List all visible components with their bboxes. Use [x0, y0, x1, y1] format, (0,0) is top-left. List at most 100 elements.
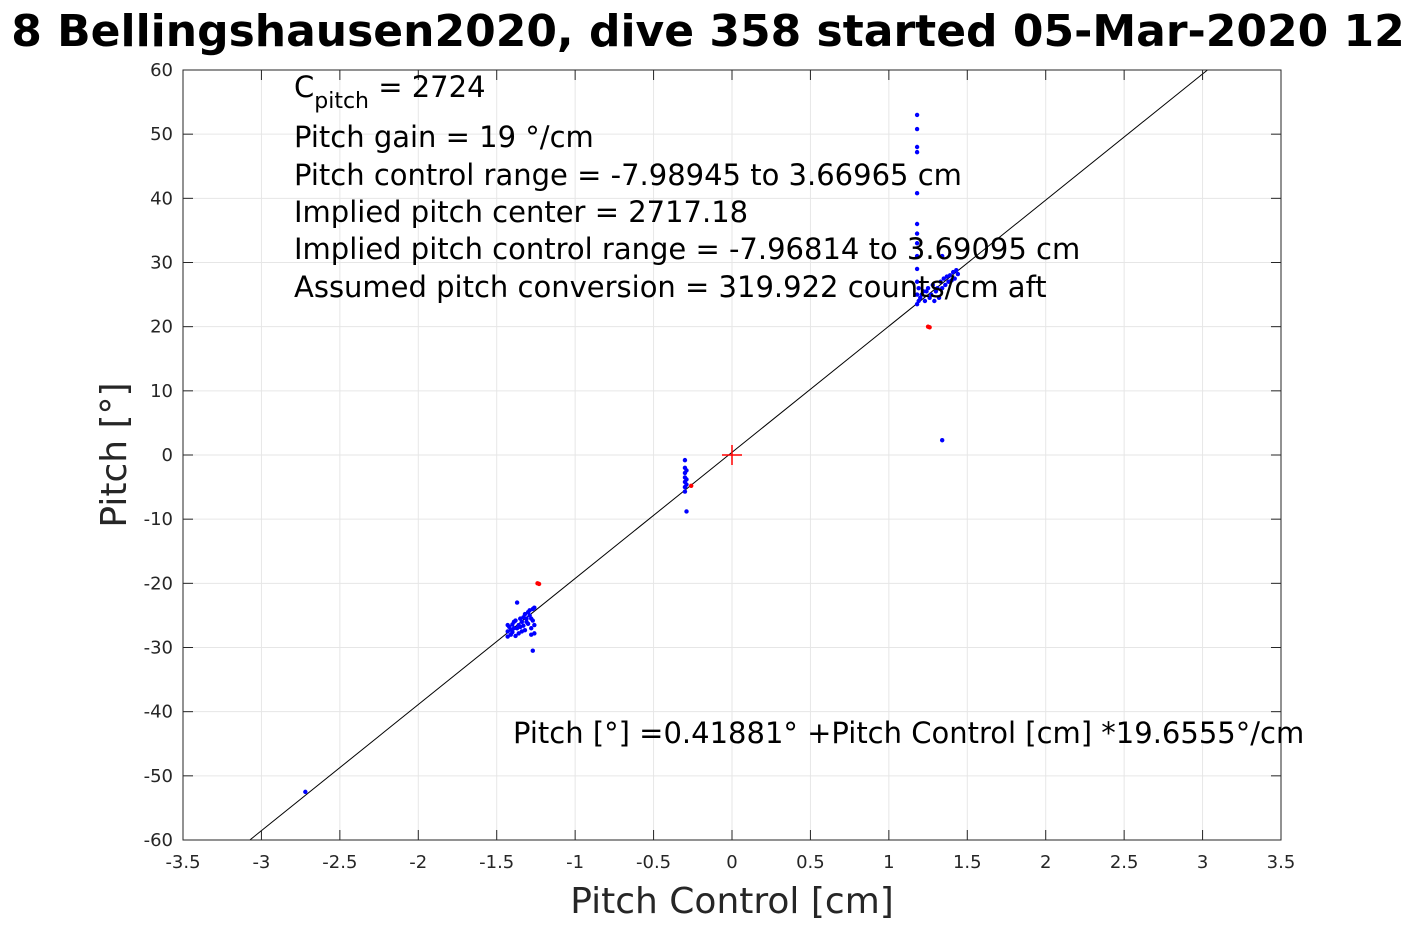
- data-point-blue: [532, 605, 537, 610]
- data-point-blue: [514, 600, 520, 605]
- data-point-blue: [682, 457, 688, 463]
- data-point-blue: [914, 253, 920, 259]
- data-point-blue: [524, 616, 529, 621]
- x-tick-label: -2: [409, 852, 427, 873]
- data-point-blue: [929, 292, 934, 297]
- data-point-blue: [684, 482, 689, 487]
- data-point-blue: [954, 268, 959, 273]
- data-point-blue: [943, 282, 948, 288]
- data-point-blue: [914, 126, 920, 132]
- data-point-blue: [525, 621, 531, 626]
- data-point-blue: [521, 623, 526, 628]
- c-pitch-subscript: pitch: [314, 89, 369, 114]
- data-point-blue: [532, 622, 537, 628]
- data-point-blue: [530, 618, 535, 623]
- data-point-blue: [936, 295, 942, 300]
- data-point-blue: [684, 468, 689, 473]
- data-point-blue: [947, 273, 953, 278]
- implied-pitch-center-annotation: Implied pitch center = 2717.18: [294, 195, 748, 229]
- x-tick-label: -1.5: [479, 852, 514, 873]
- y-axis-label: Pitch [°]: [94, 382, 135, 527]
- pitch-gain-annotation: Pitch gain = 19 °/cm: [294, 120, 594, 154]
- data-point-blue: [914, 231, 920, 236]
- data-point-blue: [513, 618, 518, 623]
- fit-equation-annotation: Pitch [°] =0.41881° +Pitch Control [cm] …: [513, 716, 1304, 750]
- y-tick-label: -30: [144, 638, 173, 659]
- data-point-red: [927, 325, 932, 330]
- pitch-control-range-annotation: Pitch control range = -7.98945 to 3.6696…: [294, 158, 962, 192]
- data-point-red: [689, 483, 694, 488]
- x-tick-label: -3: [252, 852, 270, 873]
- y-tick-label: 50: [150, 124, 173, 145]
- data-point-blue: [939, 438, 945, 443]
- y-tick-label: -20: [144, 573, 173, 594]
- c-pitch-annotation: Cpitch = 2724: [294, 70, 486, 114]
- data-point-blue: [532, 631, 537, 636]
- info-annotations: Cpitch = 2724 Pitch gain = 19 °/cm Pitch…: [294, 70, 1080, 304]
- x-tick-label: 2.5: [1110, 852, 1139, 873]
- data-point-blue: [914, 149, 920, 155]
- data-point-blue: [922, 298, 928, 304]
- data-point-blue: [530, 648, 535, 653]
- y-tick-label: 60: [150, 60, 173, 81]
- data-point-blue: [511, 626, 517, 631]
- implied-pitch-control-range-annotation: Implied pitch control range = -7.96814 t…: [294, 232, 1080, 266]
- y-tick-label: -50: [144, 766, 173, 787]
- data-point-blue: [952, 276, 957, 281]
- x-tick-label: 0.5: [796, 852, 825, 873]
- data-point-blue: [914, 292, 920, 297]
- data-point-blue: [914, 221, 920, 227]
- data-point-blue: [930, 282, 935, 288]
- data-point-blue: [519, 619, 525, 625]
- c-pitch-prefix: C: [294, 70, 314, 104]
- y-tick-label: 10: [150, 381, 173, 402]
- x-axis-label: Pitch Control [cm]: [570, 881, 894, 922]
- y-tick-label: -40: [144, 702, 173, 723]
- y-tick-label: 20: [150, 317, 173, 338]
- x-tick-label: -2.5: [322, 852, 357, 873]
- data-point-red: [536, 581, 542, 587]
- data-point-blue: [925, 285, 931, 291]
- data-points: [303, 112, 961, 795]
- data-point-blue: [684, 477, 689, 482]
- y-tick-label: 30: [150, 253, 173, 274]
- y-tick-label: -60: [144, 830, 173, 851]
- assumed-pitch-conversion-annotation: Assumed pitch conversion = 319.922 count…: [294, 270, 1047, 304]
- data-point-blue: [932, 298, 937, 304]
- c-pitch-value: = 2724: [369, 70, 486, 104]
- y-tick-label: -10: [144, 509, 173, 530]
- data-point-blue: [935, 285, 940, 291]
- x-tick-label: 1.5: [953, 852, 982, 873]
- data-point-blue: [914, 241, 920, 246]
- data-point-blue: [921, 289, 926, 294]
- data-point-blue: [522, 627, 528, 633]
- data-point-blue: [682, 489, 688, 494]
- data-point-blue: [914, 191, 920, 196]
- y-tick-label: 0: [162, 445, 173, 466]
- x-axis-ticks: -3.5 -3 -2.5 -2 -1.5 -1 -0.5 0 0.5 1 1.5 2 2.5 3 3.5: [165, 70, 1295, 873]
- x-tick-label: 3: [1197, 852, 1208, 873]
- data-point-blue: [914, 144, 920, 150]
- x-tick-label: -3.5: [165, 852, 200, 873]
- y-axis-ticks: -60 -50 -40 -30 -20 -10 0 10 20 30 40 50 60: [144, 60, 1281, 851]
- x-tick-label: -1: [566, 852, 584, 873]
- data-point-blue: [914, 112, 920, 118]
- data-point-blue: [939, 253, 945, 259]
- x-tick-label: 2: [1040, 852, 1051, 873]
- data-point-blue: [513, 633, 518, 639]
- x-tick-label: 3.5: [1267, 852, 1296, 873]
- x-tick-label: 1: [883, 852, 894, 873]
- data-point-blue: [916, 285, 921, 291]
- data-point-blue: [529, 626, 534, 631]
- data-point-blue: [303, 789, 308, 795]
- center-marker: [722, 445, 742, 465]
- chart-title: 8 Bellingshausen2020, dive 358 started 0…: [11, 6, 1405, 57]
- y-tick-label: 40: [150, 188, 173, 209]
- data-point-blue: [914, 279, 920, 284]
- data-point-blue: [684, 509, 689, 514]
- x-tick-label: -0.5: [636, 852, 671, 873]
- data-point-blue: [938, 279, 943, 284]
- data-point-blue: [914, 266, 920, 272]
- data-point-blue: [955, 271, 961, 277]
